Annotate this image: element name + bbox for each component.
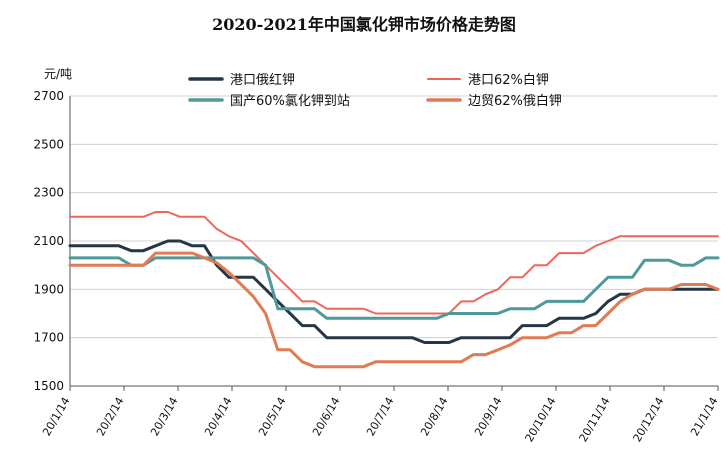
x-tick-label: 20/12/14 <box>631 395 667 444</box>
x-tick-label: 20/6/14 <box>310 395 342 438</box>
y-tick-label: 1700 <box>33 331 64 345</box>
chart-title: 2020-2021年中国氯化钾市场价格走势图 <box>212 15 516 34</box>
x-tick-label: 20/5/14 <box>256 395 288 438</box>
x-tick-label: 20/7/14 <box>364 395 396 438</box>
series-lines <box>68 211 720 369</box>
series-line-2 <box>69 211 719 315</box>
legend-label-2: 港口62%白钾 <box>468 72 549 88</box>
y-axis-unit-label: 元/吨 <box>44 67 72 81</box>
x-axis-ticks: 20/1/14 20/2/14 20/3/14 20/4/14 20/5/14 20/6/… <box>40 386 721 444</box>
y-axis-ticks: 1500 1700 1900 2100 2300 2500 2700 <box>33 89 64 393</box>
x-tick-label: 20/8/14 <box>418 395 450 438</box>
legend-label-1: 港口俄红钾 <box>230 72 295 88</box>
x-tick-label: 20/11/14 <box>577 395 613 444</box>
x-tick-label: 20/2/14 <box>94 395 126 438</box>
series-line-4 <box>68 251 720 369</box>
y-tick-label: 1500 <box>33 379 64 393</box>
legend-label-4: 边贸62%俄白钾 <box>468 93 562 109</box>
x-tick-label: 20/10/14 <box>523 395 559 444</box>
x-tick-label: 20/3/14 <box>148 395 180 438</box>
legend-label-3: 国产60%氯化钾到站 <box>230 94 350 109</box>
y-tick-label: 1900 <box>33 282 64 296</box>
series-line-1 <box>68 239 720 344</box>
x-tick-label: 20/9/14 <box>472 395 504 438</box>
series-line-3 <box>68 256 720 320</box>
y-tick-label: 2300 <box>33 186 64 200</box>
x-tick-label: 20/1/14 <box>40 395 72 438</box>
x-tick-label: 20/4/14 <box>202 395 234 438</box>
y-tick-label: 2700 <box>33 89 64 103</box>
x-tick-label: 21/1/14 <box>688 395 720 438</box>
y-tick-label: 2100 <box>33 234 64 248</box>
y-tick-label: 2500 <box>33 137 64 151</box>
